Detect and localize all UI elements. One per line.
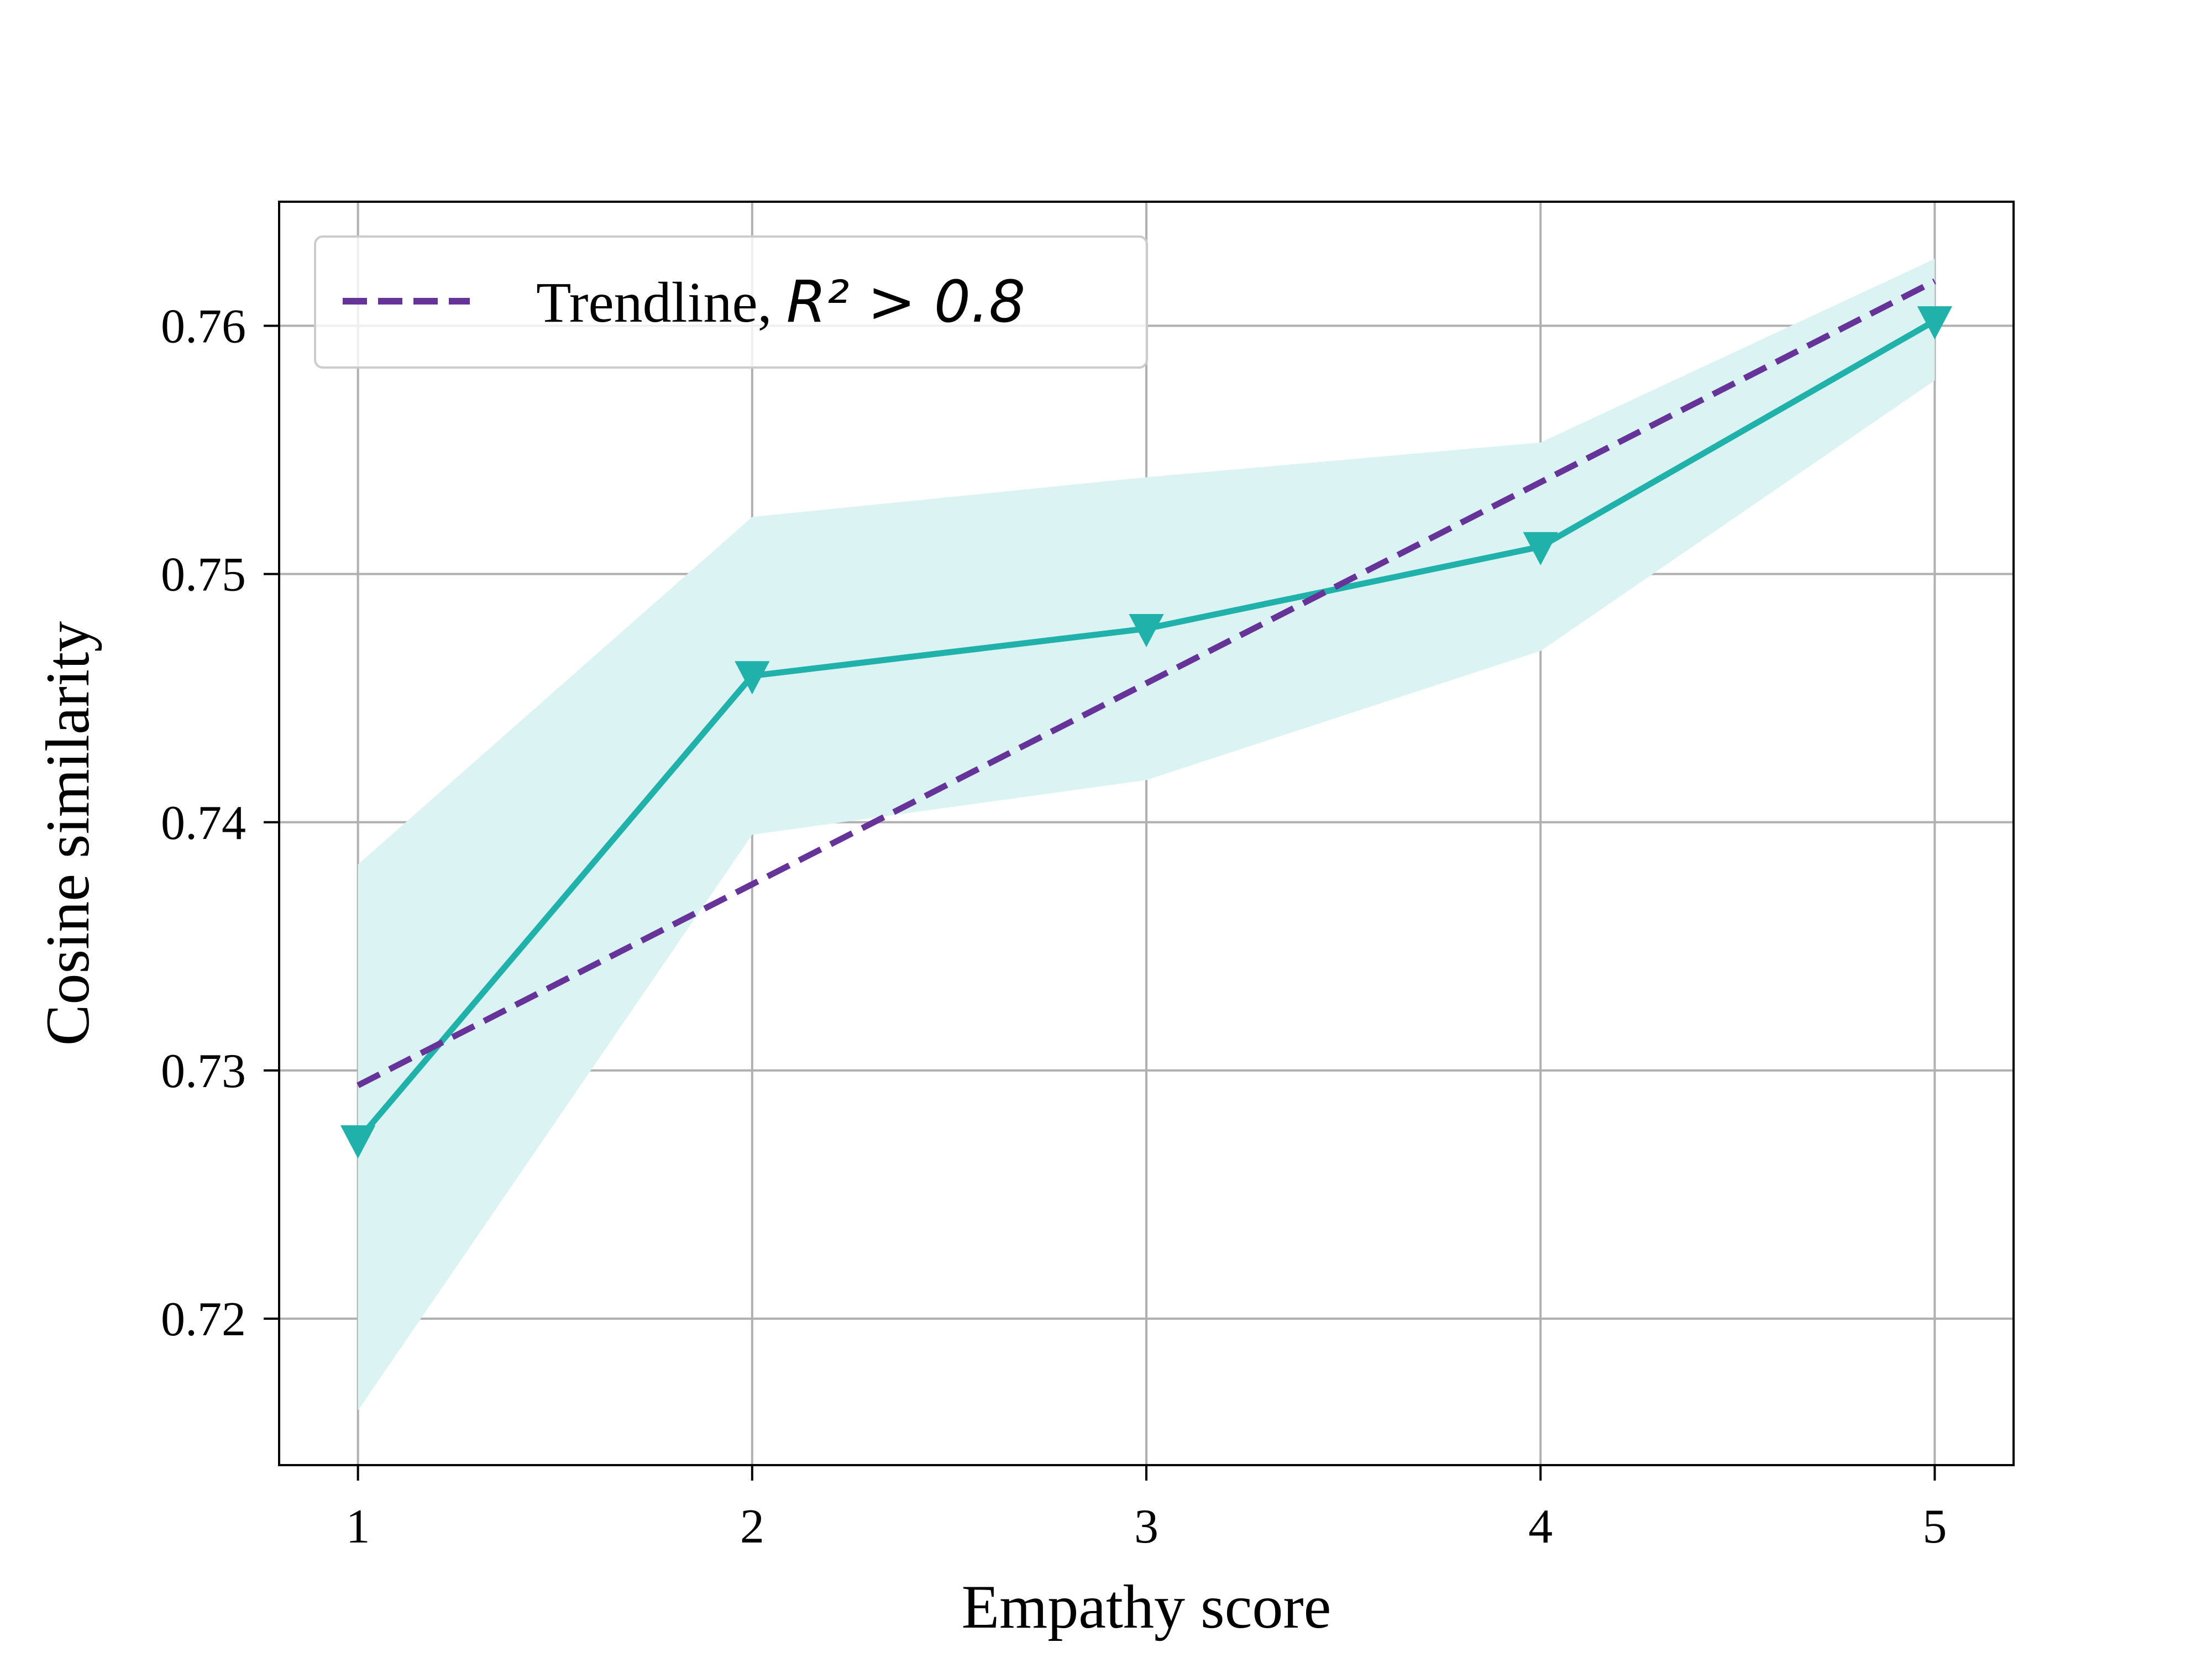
x-axis-ticks: 1 2 3 4 5 — [346, 1465, 1947, 1554]
y-axis-ticks: 0.72 0.73 0.74 0.75 0.76 — [161, 300, 279, 1346]
data-point-marker — [1917, 306, 1953, 340]
x-tick-label: 5 — [1922, 1500, 1947, 1554]
x-axis-label: Empathy score — [962, 1573, 1332, 1641]
legend-trendline-label: Trendline, R² > 0.8 — [536, 268, 1025, 335]
x-tick-label: 4 — [1528, 1500, 1553, 1554]
y-axis-label: Cosine similarity — [34, 621, 102, 1046]
x-tick-label: 1 — [346, 1500, 370, 1554]
data-point-marker — [1129, 613, 1164, 648]
y-tick-label: 0.76 — [161, 300, 246, 354]
legend: Trendline, R² > 0.8 — [314, 235, 1148, 369]
legend-trendline-text: Trendline, — [536, 271, 787, 334]
y-tick-label: 0.75 — [161, 548, 246, 602]
data-point-marker — [735, 661, 770, 695]
trendline — [357, 278, 1936, 1088]
legend-box — [314, 235, 1148, 369]
series-layer — [340, 278, 1953, 1159]
y-tick-label: 0.74 — [161, 796, 246, 850]
legend-trendline-math: R² > 0.8 — [787, 268, 1026, 335]
data-point-marker — [340, 1125, 376, 1159]
data-point-marker — [1523, 532, 1558, 565]
y-tick-label: 0.73 — [161, 1045, 246, 1098]
x-tick-label: 2 — [740, 1500, 764, 1554]
y-tick-label: 0.72 — [161, 1293, 246, 1346]
x-tick-label: 3 — [1134, 1500, 1159, 1554]
